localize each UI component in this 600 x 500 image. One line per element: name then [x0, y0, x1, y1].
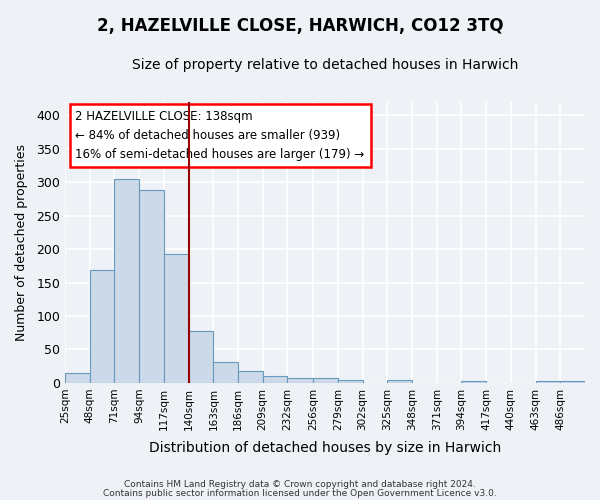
Bar — [188, 330, 214, 383]
Text: 2 HAZELVILLE CLOSE: 138sqm
← 84% of detached houses are smaller (939)
16% of sem: 2 HAZELVILLE CLOSE: 138sqm ← 84% of deta… — [76, 110, 365, 162]
Bar — [338, 380, 362, 383]
Bar — [536, 381, 560, 383]
Y-axis label: Number of detached properties: Number of detached properties — [15, 144, 28, 341]
Bar — [238, 371, 263, 383]
Bar — [560, 381, 585, 383]
Text: 2, HAZELVILLE CLOSE, HARWICH, CO12 3TQ: 2, HAZELVILLE CLOSE, HARWICH, CO12 3TQ — [97, 18, 503, 36]
Bar — [139, 190, 164, 383]
Bar — [388, 380, 412, 383]
Bar — [115, 179, 139, 383]
X-axis label: Distribution of detached houses by size in Harwich: Distribution of detached houses by size … — [149, 441, 501, 455]
Bar — [214, 362, 238, 383]
Title: Size of property relative to detached houses in Harwich: Size of property relative to detached ho… — [132, 58, 518, 71]
Bar — [461, 381, 486, 383]
Text: Contains HM Land Registry data © Crown copyright and database right 2024.: Contains HM Land Registry data © Crown c… — [124, 480, 476, 489]
Bar — [65, 373, 90, 383]
Bar — [263, 376, 287, 383]
Bar — [313, 378, 338, 383]
Bar — [164, 254, 188, 383]
Text: Contains public sector information licensed under the Open Government Licence v3: Contains public sector information licen… — [103, 488, 497, 498]
Bar — [287, 378, 313, 383]
Bar — [90, 270, 115, 383]
